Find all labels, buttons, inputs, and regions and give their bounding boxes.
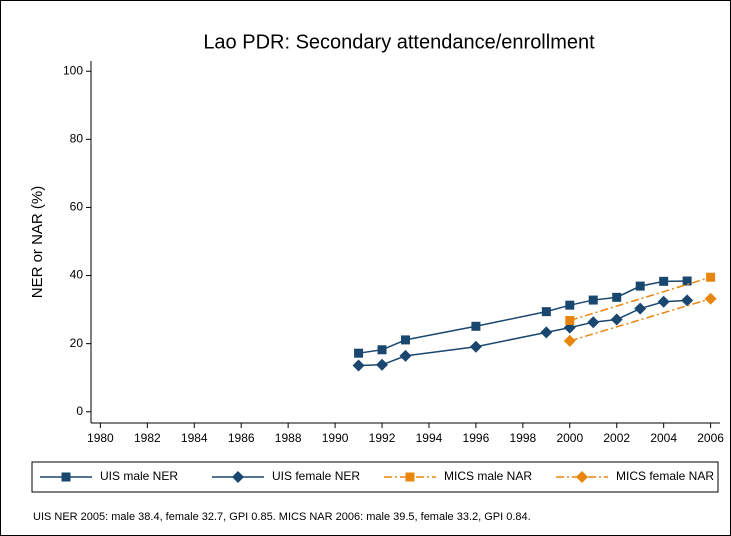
marker-square [635, 281, 645, 291]
chart-title: Lao PDR: Secondary attendance/enrollment [203, 31, 595, 53]
marker-square [706, 272, 716, 282]
x-tick-label: 1984 [181, 431, 208, 445]
y-tick-label: 40 [70, 268, 84, 282]
marker-square [588, 295, 598, 305]
legend-label: UIS female NER [272, 469, 360, 483]
marker-diamond [563, 334, 576, 347]
y-tick-label: 0 [76, 404, 83, 418]
x-tick-label: 1988 [275, 431, 302, 445]
x-tick-label: 1998 [509, 431, 536, 445]
marker-square [565, 315, 575, 325]
legend-label: UIS male NER [100, 469, 178, 483]
y-tick-label: 100 [63, 63, 83, 77]
marker-diamond [376, 358, 389, 371]
legend-box [31, 461, 719, 493]
x-tick-label: 1986 [228, 431, 255, 445]
marker-square [354, 348, 364, 358]
marker-diamond [704, 292, 717, 305]
x-tick-label: 1996 [463, 431, 490, 445]
marker-diamond [634, 302, 647, 315]
y-tick-label: 60 [70, 200, 84, 214]
marker-square [401, 335, 410, 345]
marker-diamond [681, 294, 694, 307]
legend-label: MICS male NAR [444, 469, 532, 483]
marker-diamond [469, 340, 482, 353]
marker-diamond [540, 326, 553, 339]
x-tick-label: 2000 [556, 431, 583, 445]
y-tick-label: 20 [70, 336, 84, 350]
marker-square [471, 321, 481, 331]
marker-diamond [587, 316, 600, 329]
marker-square [541, 307, 551, 317]
x-tick-label: 1990 [322, 431, 349, 445]
marker-diamond [352, 359, 365, 372]
x-tick-label: 2004 [650, 431, 677, 445]
marker-square [377, 345, 387, 355]
marker-diamond [610, 313, 623, 326]
x-tick-label: 1982 [134, 431, 161, 445]
marker-square [682, 276, 692, 286]
marker-square [612, 292, 622, 302]
x-tick-label: 2006 [697, 431, 724, 445]
legend-label: MICS female NAR [616, 469, 714, 483]
marker-diamond [576, 471, 588, 483]
marker-square [565, 300, 575, 310]
marker-diamond [399, 349, 412, 362]
x-tick-label: 1992 [369, 431, 396, 445]
marker-square [61, 472, 71, 482]
marker-square [405, 472, 415, 482]
x-tick-label: 1994 [416, 431, 443, 445]
marker-diamond [657, 295, 670, 308]
note: UIS NER 2005: male 38.4, female 32.7, GP… [33, 511, 531, 523]
marker-square [659, 276, 669, 286]
y-tick-label: 80 [70, 131, 84, 145]
marker-diamond [232, 471, 244, 483]
x-tick-label: 1980 [87, 431, 114, 445]
y-axis-label: NER or NAR (%) [29, 186, 46, 299]
x-tick-label: 2002 [603, 431, 630, 445]
